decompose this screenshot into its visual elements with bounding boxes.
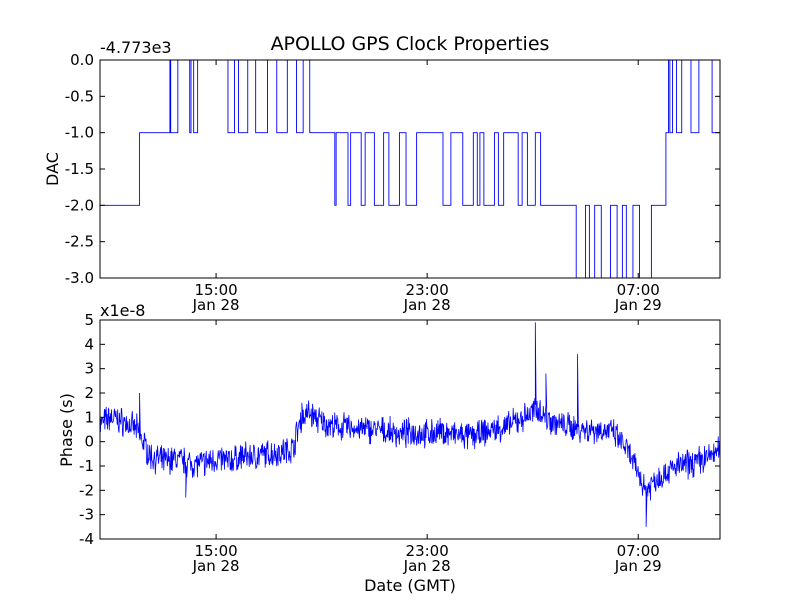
phase-y-ticks: 5 4 3 2 1 0 -1 -2 -3 -4	[79, 311, 720, 548]
phase-series-line-group	[100, 322, 720, 527]
phase-y-tick-label: 4	[84, 335, 94, 353]
dac-x-tick-time: 23:00	[406, 281, 449, 299]
phase-y-axis-label: Phase (s)	[57, 393, 76, 467]
phase-y-tick-label: 5	[84, 311, 94, 329]
phase-x-tick-date: Jan 29	[614, 557, 662, 575]
phase-offset-label: x1e-8	[100, 301, 145, 320]
dac-y-tick-label: -2.0	[65, 196, 94, 214]
chart-title: APOLLO GPS Clock Properties	[271, 33, 550, 55]
dac-offset-label: -4.773e3	[100, 38, 172, 57]
dac-x-tick-date: Jan 28	[192, 296, 240, 314]
dac-series-line-group	[100, 60, 720, 278]
dac-series-line	[100, 60, 720, 278]
dac-x-tick-date: Jan 28	[403, 296, 451, 314]
phase-y-tick-label: -1	[79, 457, 94, 475]
phase-y-tick-label: 1	[84, 408, 94, 426]
dac-y-tick-label: -1.0	[65, 124, 94, 142]
phase-y-tick-label: -2	[79, 481, 94, 499]
dac-y-tick-label: -2.5	[65, 233, 94, 251]
phase-y-tick-label: 0	[84, 433, 94, 451]
phase-y-tick-label: -3	[79, 506, 94, 524]
phase-x-tick-time: 15:00	[194, 542, 237, 560]
dac-y-tick-label: -1.5	[65, 160, 94, 178]
phase-x-tick-date: Jan 28	[403, 557, 451, 575]
phase-y-tick-label: 2	[84, 384, 94, 402]
phase-axes-frame	[99, 319, 721, 540]
x-axis-label: Date (GMT)	[364, 576, 456, 595]
phase-y-tick-label: 3	[84, 360, 94, 378]
dac-x-tick-time: 07:00	[617, 281, 660, 299]
dac-y-tick-label: -3.0	[65, 269, 94, 287]
dac-y-tick-label: -0.5	[65, 87, 94, 105]
phase-series-line	[100, 322, 720, 527]
dac-x-tick-time: 15:00	[194, 281, 237, 299]
phase-x-tick-date: Jan 28	[192, 557, 240, 575]
dac-subplot: -4.773e3 0.0 -0.5 -1.0 -1.5 -2.0 -2.5 -3.0 15:…	[43, 38, 721, 314]
dac-y-axis-label: DAC	[43, 152, 62, 186]
phase-y-tick-label: -4	[79, 530, 94, 548]
dac-y-tick-label: 0.0	[70, 51, 94, 69]
phase-x-tick-time: 07:00	[617, 542, 660, 560]
dac-y-ticks: 0.0 -0.5 -1.0 -1.5 -2.0 -2.5 -3.0	[65, 51, 720, 287]
phase-x-tick-time: 23:00	[406, 542, 449, 560]
dac-x-tick-date: Jan 29	[614, 296, 662, 314]
